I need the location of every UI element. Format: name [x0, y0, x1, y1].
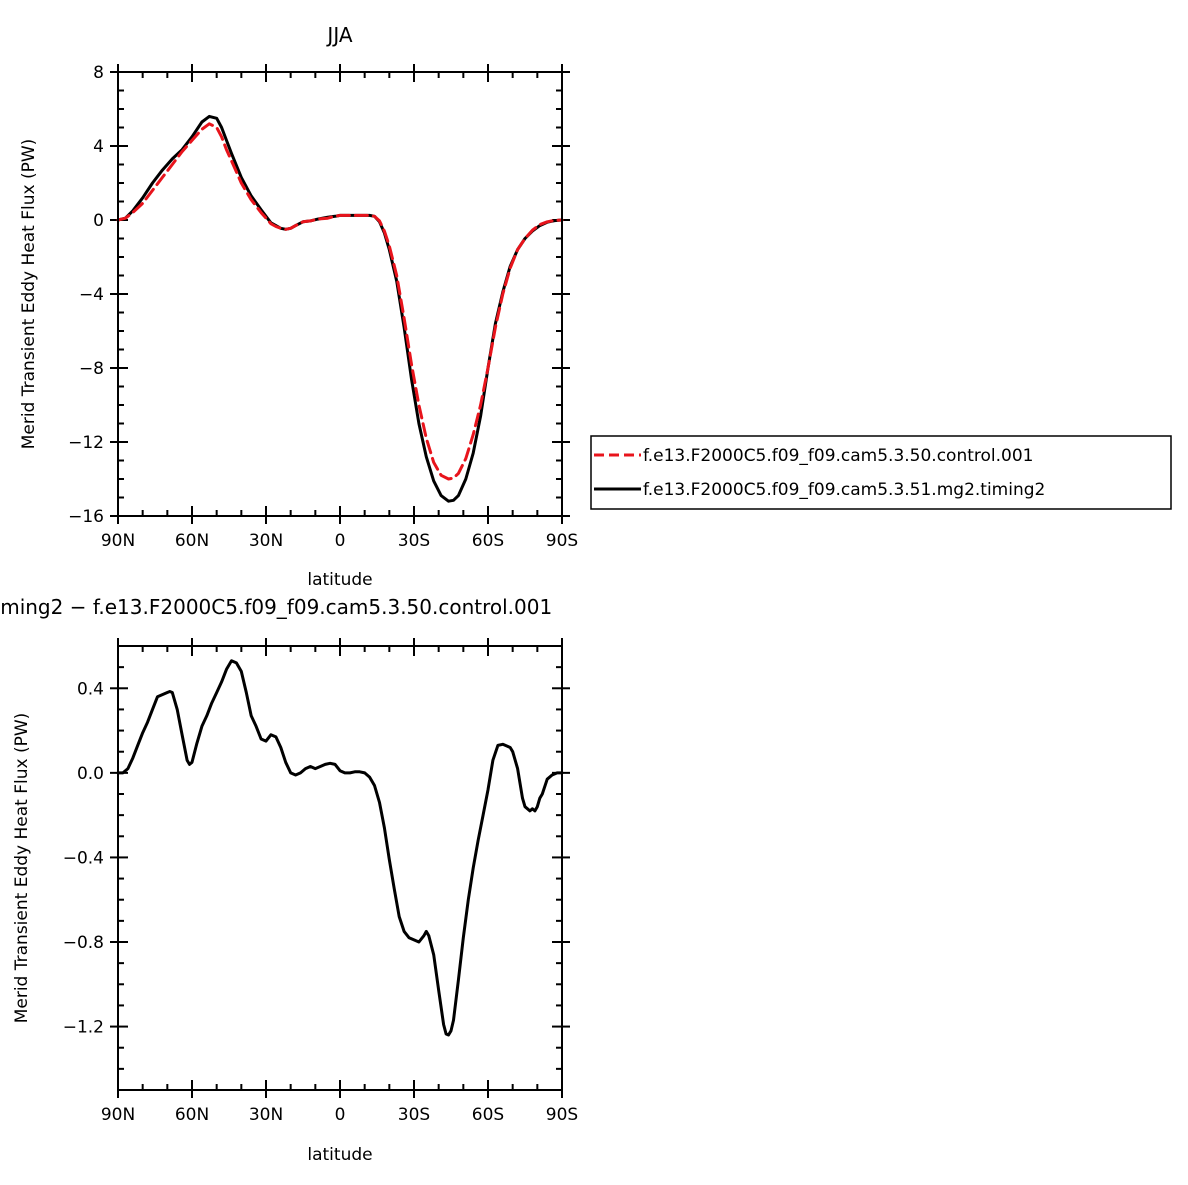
- y-tick-label: 4: [93, 137, 104, 157]
- bottom-plot-title: f.e13.F2000C5.f09_f09.cam5.3.51.mg2.timi…: [0, 595, 552, 619]
- bottom-ticks: [110, 638, 570, 1098]
- y-tick-label: −4: [79, 285, 104, 305]
- bottom-x-axis-label: latitude: [307, 1145, 372, 1165]
- x-tick-label: 30S: [398, 1105, 430, 1125]
- x-tick-label: 90N: [101, 1105, 135, 1125]
- bottom-series: [116, 659, 564, 1037]
- y-tick-label: 8: [93, 63, 104, 83]
- legend-label-control: f.e13.F2000C5.f09_f09.cam5.3.50.control.…: [643, 446, 1034, 466]
- y-tick-label: 0.0: [77, 764, 104, 784]
- y-tick-label: 0: [93, 211, 104, 231]
- x-tick-label: 90S: [546, 1105, 578, 1125]
- y-tick-label: −16: [68, 507, 104, 527]
- top-plot-title: JJA: [325, 23, 352, 47]
- y-tick-label: −8: [79, 359, 104, 379]
- y-tick-label: 0.4: [77, 679, 104, 699]
- legend-label-timing2: f.e13.F2000C5.f09_f09.cam5.3.51.mg2.timi…: [643, 480, 1045, 500]
- bottom-plot-frame: [117, 645, 563, 1091]
- series-line-0: [116, 122, 564, 481]
- y-tick-label: −0.8: [63, 933, 104, 953]
- x-tick-label: 60S: [472, 531, 504, 551]
- bottom-y-axis-label: Merid Transient Eddy Heat Flux (PW): [12, 713, 32, 1024]
- x-tick-label: 60N: [175, 1105, 209, 1125]
- x-tick-label: 90N: [101, 531, 135, 551]
- x-tick-label: 30S: [398, 531, 430, 551]
- x-tick-label: 60S: [472, 1105, 504, 1125]
- top-y-axis-label: Merid Transient Eddy Heat Flux (PW): [19, 139, 39, 450]
- x-tick-label: 90S: [546, 531, 578, 551]
- x-tick-label: 60N: [175, 531, 209, 551]
- y-tick-label: −1.2: [63, 1018, 104, 1038]
- y-tick-label: −0.4: [63, 848, 104, 868]
- x-tick-label: 0: [335, 1105, 346, 1125]
- bottom-tick-labels: 90N 60N 30N 0 30S 60S 90S 0.4 0.0 −0.4 −0.8 −1.2: [63, 679, 579, 1125]
- top-plot-frame: [117, 71, 563, 517]
- x-tick-label: 30N: [249, 531, 283, 551]
- top-tick-labels: 90N 60N 30N 0 30S 60S 90S 8 4 0 −4 −8 −12 −16: [68, 63, 578, 551]
- top-panel: JJA 90N 60N 30N 0 30S 60S 90S 8 4 0 −4 −8 −12 −16 lat…: [19, 23, 578, 590]
- top-x-axis-label: latitude: [307, 570, 372, 590]
- series-line-1: [116, 114, 564, 503]
- top-series: [116, 114, 564, 503]
- x-tick-label: 30N: [249, 1105, 283, 1125]
- series-line-0: [116, 659, 564, 1037]
- y-tick-label: −12: [68, 433, 104, 453]
- legend: f.e13.F2000C5.f09_f09.cam5.3.50.control.…: [590, 435, 1172, 510]
- x-tick-label: 0: [335, 531, 346, 551]
- legend-box: [590, 435, 1172, 510]
- bottom-panel: f.e13.F2000C5.f09_f09.cam5.3.51.mg2.timi…: [0, 595, 578, 1165]
